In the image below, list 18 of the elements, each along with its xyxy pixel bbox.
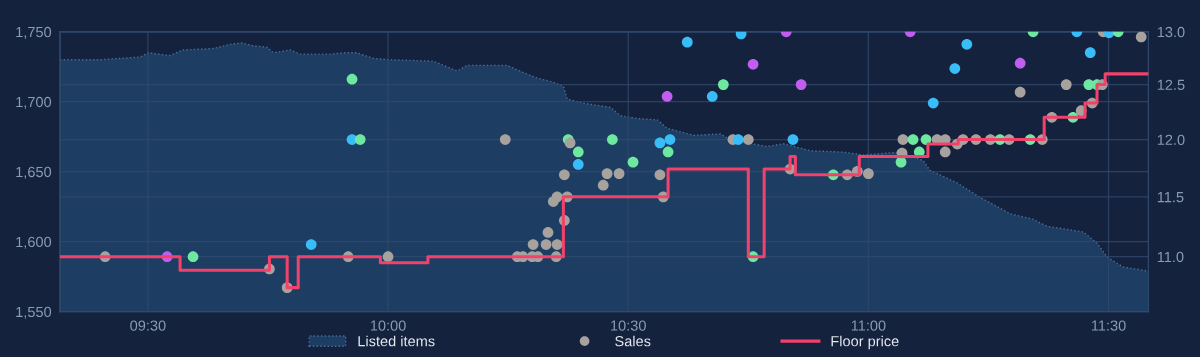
x-tick-label: 10:30: [611, 320, 646, 331]
y-tick-label: 1,650: [16, 166, 52, 179]
y-tick-label: 1,700: [16, 96, 52, 109]
y-tick-label: 1,750: [16, 26, 52, 39]
legend-label: Floor price: [831, 335, 899, 350]
y-tick-label: 1,550: [16, 306, 52, 319]
x-tick-label: 11:30: [1091, 320, 1126, 331]
y2-tick-label: 11.0: [1157, 251, 1184, 263]
y-tick-label: 1,600: [16, 236, 52, 249]
y2-tick-label: 12.0: [1157, 134, 1185, 145]
x-tick-label: 10:00: [370, 320, 406, 331]
legend-label: Sales: [615, 335, 651, 347]
x-tick-label: 09:30: [130, 320, 166, 331]
y2-tick-label: 13.0: [1157, 26, 1185, 38]
y2-tick-label: 11.5: [1157, 192, 1184, 203]
legend-label: Listed items: [358, 335, 435, 347]
y2-tick-label: 12.5: [1157, 79, 1185, 91]
x-tick-label: 11:00: [851, 320, 886, 331]
